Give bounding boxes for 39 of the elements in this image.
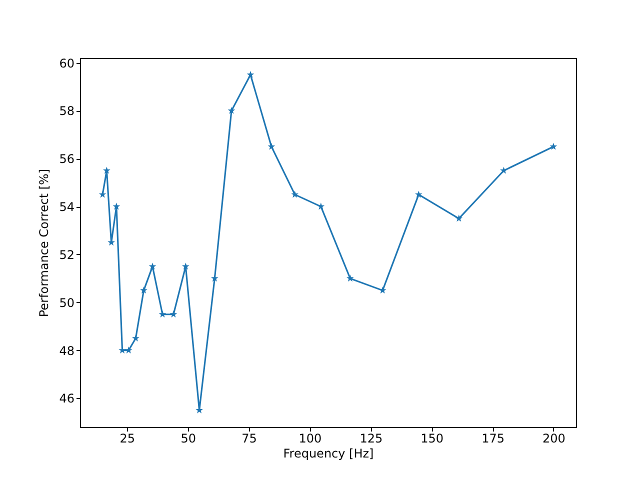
x-tick-label: 125	[360, 432, 383, 446]
point	[500, 166, 508, 174]
y-tick-label: 60	[59, 56, 74, 70]
point	[210, 274, 218, 282]
y-tick-label: 46	[59, 392, 74, 406]
point	[455, 214, 463, 222]
y-tick-label: 54	[59, 200, 74, 214]
point	[170, 310, 178, 318]
y-axis-title: Performance Correct [%]	[37, 168, 52, 318]
point	[346, 274, 354, 282]
point	[291, 190, 299, 198]
point	[148, 262, 156, 270]
point	[112, 202, 120, 210]
point	[124, 346, 132, 354]
point	[98, 190, 106, 198]
point	[414, 190, 422, 198]
x-tick-label: 25	[120, 432, 136, 446]
x-tick-label: 200	[542, 432, 566, 446]
y-tick-label: 58	[59, 104, 74, 118]
x-tick-label: 50	[180, 432, 196, 446]
point	[132, 334, 140, 342]
point	[158, 310, 166, 318]
point	[182, 262, 190, 270]
y-tick-label: 48	[59, 344, 74, 358]
y-tick-label: 50	[59, 296, 74, 310]
point	[103, 166, 110, 174]
point	[317, 202, 325, 210]
point	[246, 70, 254, 78]
x-axis-title: Frequency [Hz]	[283, 446, 374, 460]
x-tick-label: 150	[420, 432, 444, 446]
point	[268, 142, 276, 150]
y-tick-label: 56	[59, 152, 74, 166]
y-tick-label: 52	[59, 248, 74, 262]
x-tick-label: 175	[482, 432, 504, 446]
x-tick-label: 100	[298, 432, 322, 446]
point	[140, 286, 148, 294]
point	[228, 106, 236, 114]
x-tick-label: 75	[242, 432, 257, 446]
point	[550, 142, 558, 150]
